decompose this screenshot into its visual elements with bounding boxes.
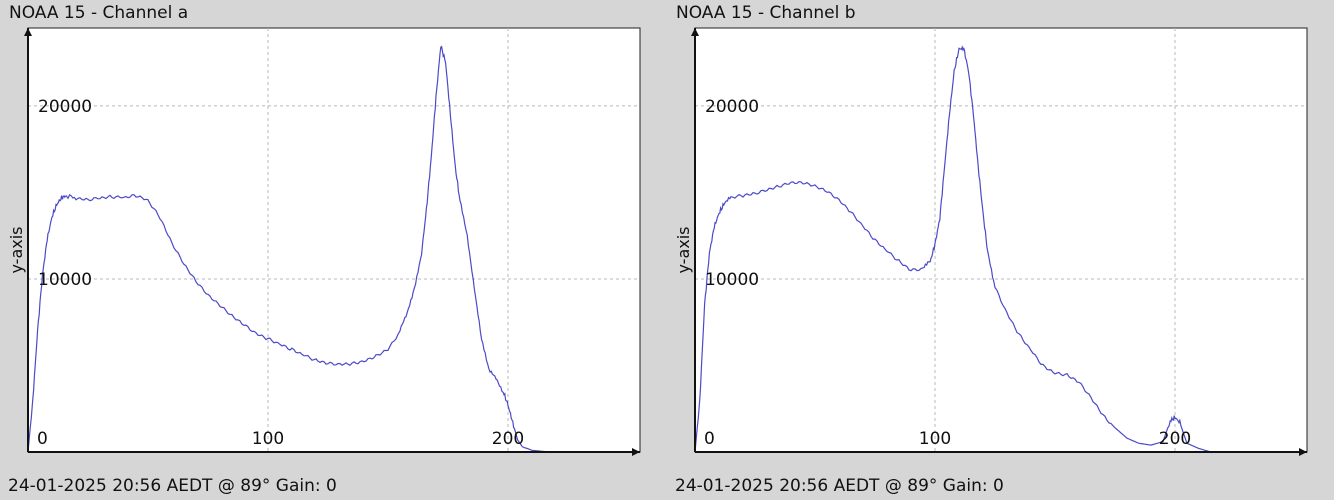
grid-lines (695, 28, 1307, 452)
plot-marks (694, 45, 1212, 453)
x-tick-label: 0 (704, 429, 715, 449)
x-axis-arrow (632, 448, 640, 456)
axes: 0 100 200 10000 20000 (24, 28, 640, 456)
chart-panel-channel-a: NOAA 15 - Channel a 0 100 200 10000 20000 y-… (7, 3, 641, 496)
x-axis-arrow (1299, 448, 1307, 456)
y-axis-arrow (24, 28, 32, 36)
y-tick-label: 20000 (705, 97, 759, 117)
status-footer: 24-01-2025 20:56 AEDT @ 89° Gain: 0 (675, 476, 1004, 496)
x-tick-label: 100 (252, 429, 284, 449)
grid-lines (28, 28, 640, 452)
y-tick-label: 10000 (38, 270, 92, 290)
y-axis-label: y-axis (674, 226, 693, 273)
x-tick-label: 200 (1159, 429, 1191, 449)
x-tick-label: 0 (37, 429, 48, 449)
plot-area (694, 27, 1308, 453)
series-line (27, 45, 552, 453)
plot-area (27, 27, 641, 453)
y-axis-arrow (691, 28, 699, 36)
chart-title: NOAA 15 - Channel a (9, 3, 189, 23)
chart-panel-channel-b: NOAA 15 - Channel b 0 100 200 10000 20000 y-… (667, 0, 1334, 500)
plot-marks (27, 45, 552, 453)
chart-svg: 0 100 200 10000 20000 y-axis (674, 27, 1308, 456)
chart-title: NOAA 15 - Channel b (676, 3, 856, 23)
x-tick-label: 100 (919, 429, 951, 449)
status-footer: 24-01-2025 20:56 AEDT @ 89° Gain: 0 (8, 476, 337, 496)
y-axis-label: y-axis (7, 226, 26, 273)
chart-svg: 0 100 200 10000 20000 y-axis (7, 27, 641, 456)
y-tick-label: 20000 (38, 97, 92, 117)
y-tick-label: 10000 (705, 270, 759, 290)
axes: 0 100 200 10000 20000 (691, 28, 1307, 456)
series-line (694, 45, 1212, 453)
x-tick-label: 200 (492, 429, 524, 449)
